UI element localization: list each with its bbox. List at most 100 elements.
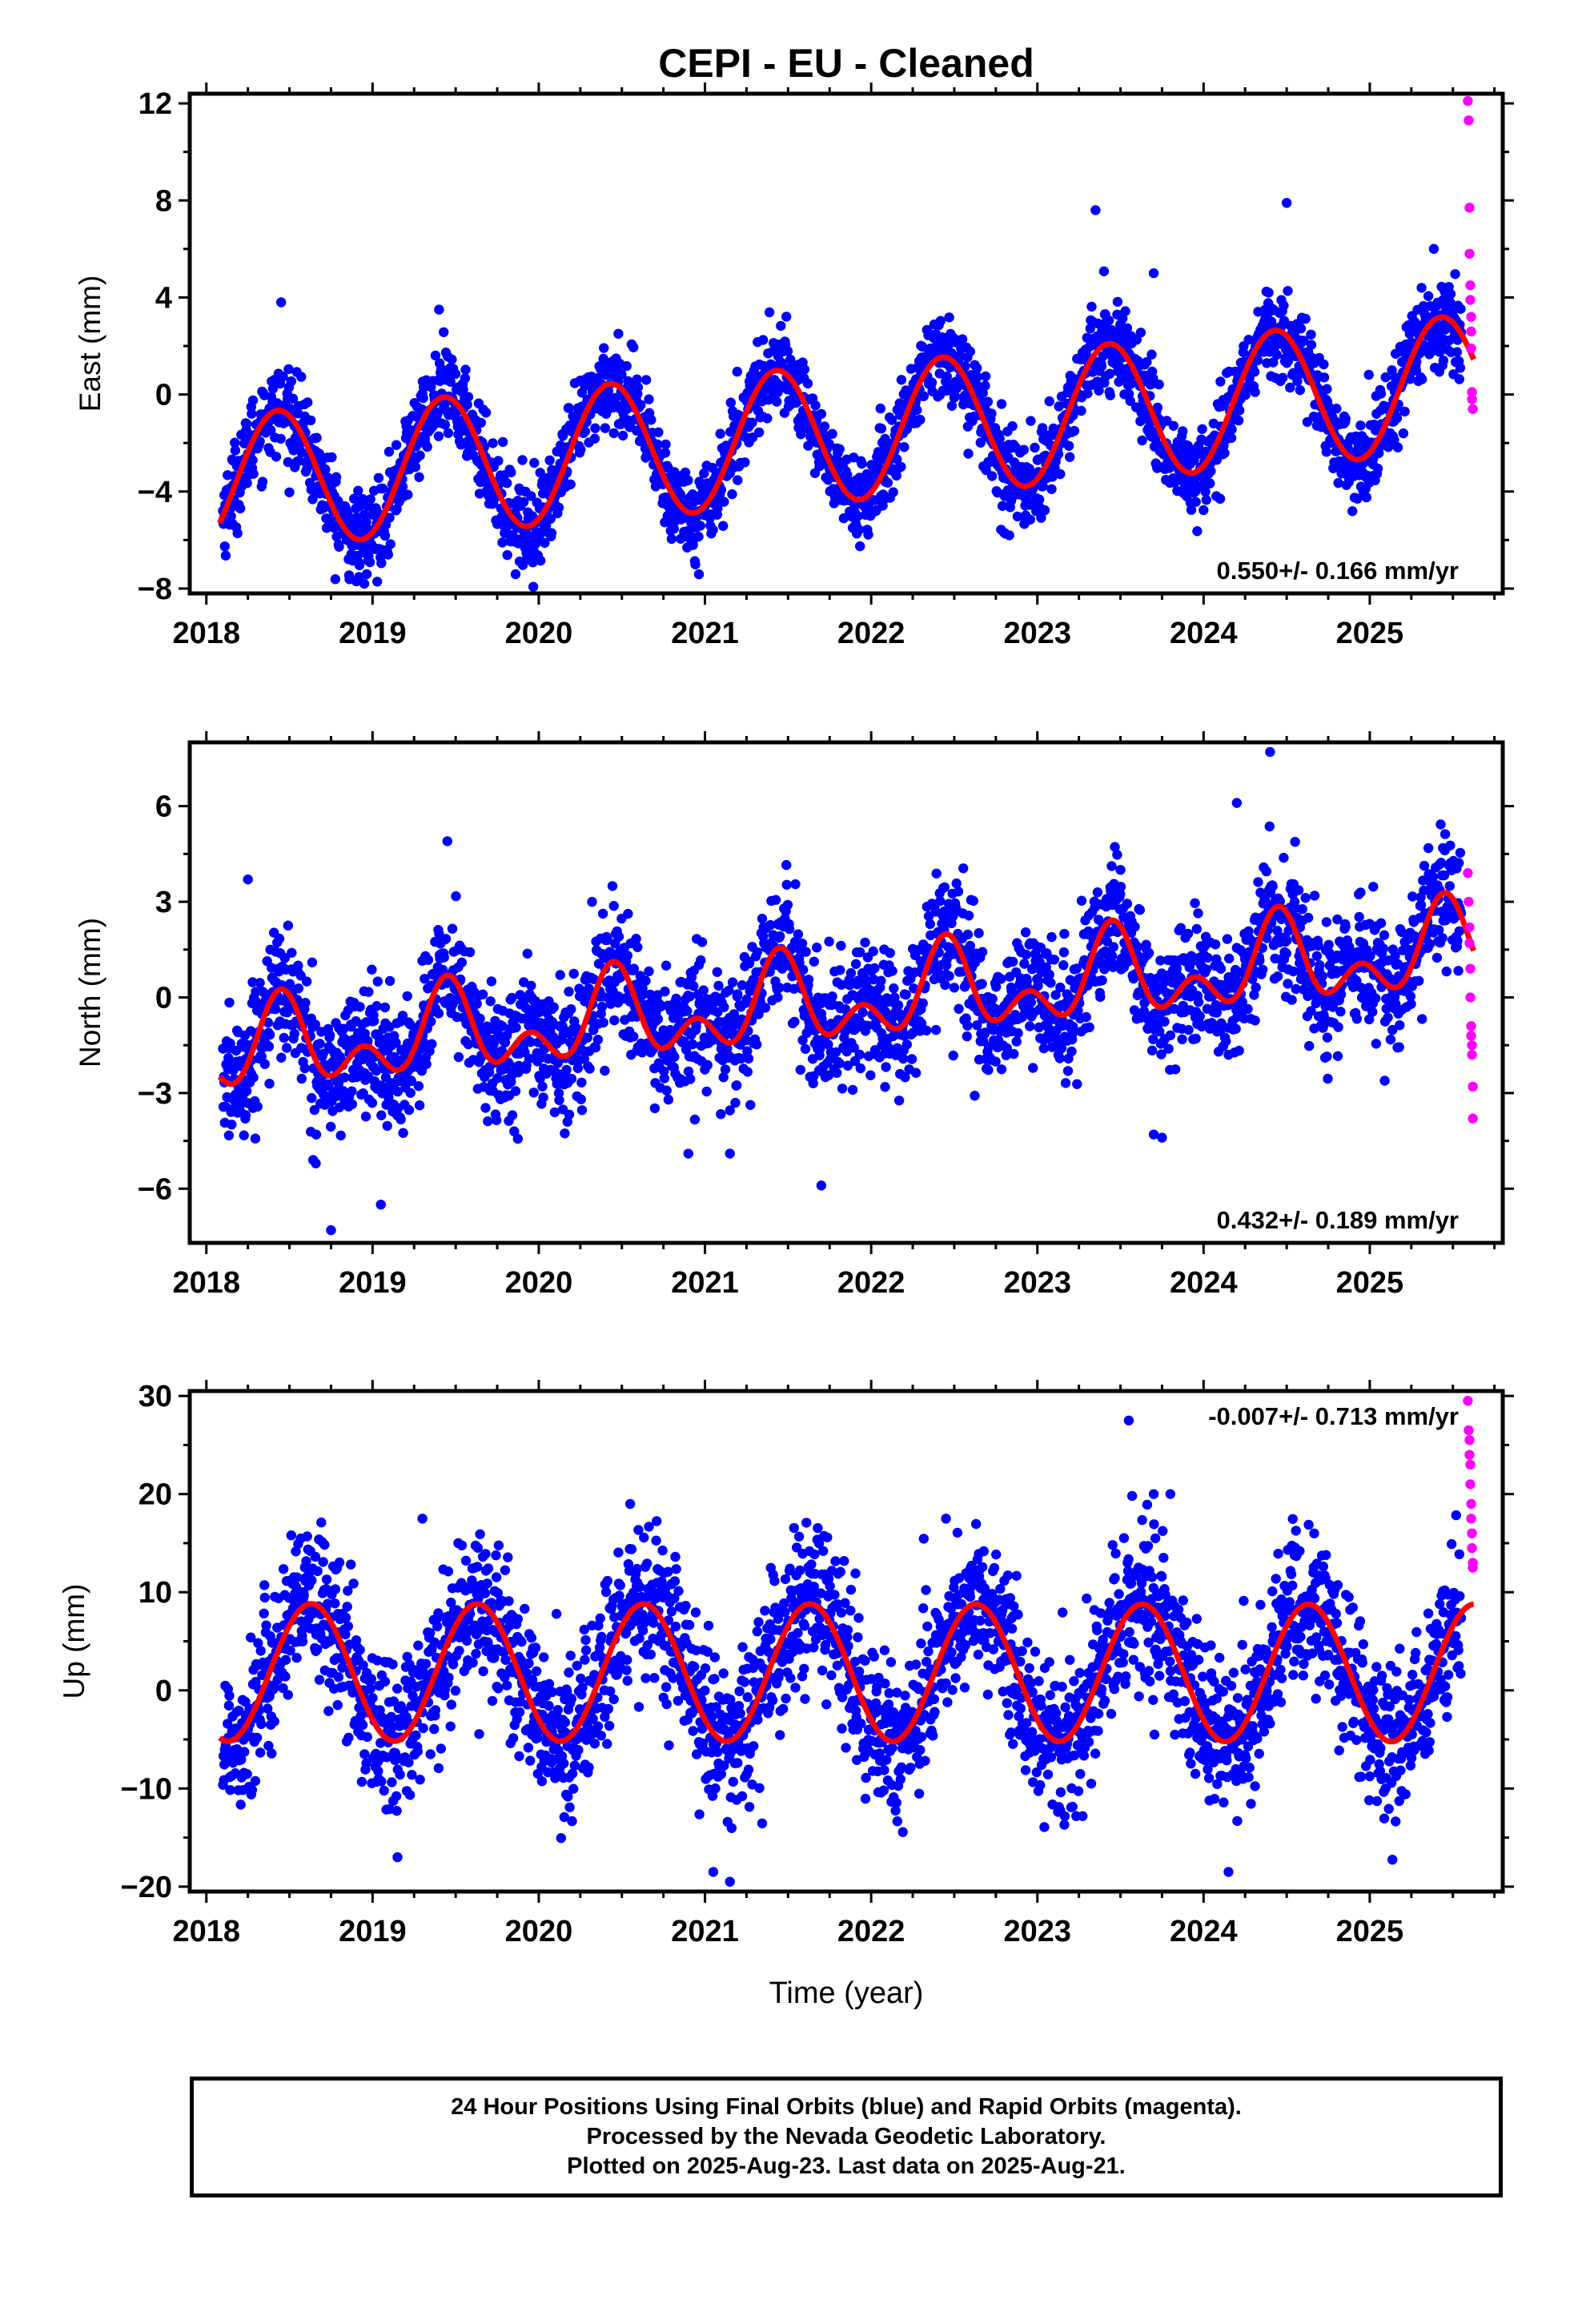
north-data-point — [824, 936, 834, 947]
north-data-point — [812, 943, 822, 953]
north-data-point — [962, 1020, 973, 1031]
east-data-point — [1331, 404, 1342, 414]
north-data-point — [660, 986, 670, 997]
north-data-point — [795, 1064, 805, 1076]
east-data-point — [680, 467, 691, 478]
east-data-point — [220, 550, 231, 561]
north-data-point — [423, 955, 434, 966]
north-data-point — [607, 881, 618, 891]
north-data-point — [555, 970, 565, 980]
north-data-point — [935, 895, 946, 907]
east-data-point — [493, 456, 504, 466]
east-data-point — [1374, 448, 1384, 459]
east-data-point — [226, 511, 236, 521]
north-data-point — [1084, 1022, 1094, 1033]
east-data-point — [1283, 286, 1293, 296]
east-data-point — [715, 428, 725, 439]
east-ytick-label: 4 — [155, 281, 172, 315]
north-data-point — [360, 1112, 371, 1122]
north-data-point — [483, 1116, 493, 1127]
east-data-point — [810, 400, 821, 411]
north-data-point — [227, 1120, 237, 1130]
north-data-point — [528, 1088, 539, 1098]
east-data-point — [502, 478, 512, 489]
east-data-point — [365, 494, 375, 505]
north-data-point — [944, 971, 954, 982]
north-data-point — [940, 979, 950, 991]
north-data-point — [1122, 899, 1133, 909]
east-data-point — [544, 455, 555, 465]
east-data-point — [1018, 444, 1030, 455]
east-data-point — [718, 521, 729, 531]
east-data-point — [636, 400, 646, 410]
north-data-point — [1021, 949, 1031, 960]
east-data-point — [1250, 387, 1260, 397]
east-data-point — [996, 399, 1007, 409]
north-data-point — [921, 1025, 932, 1036]
east-data-point — [296, 372, 307, 382]
east-data-point — [1086, 301, 1097, 312]
east-data-point — [1055, 468, 1066, 480]
east-data-point — [1279, 300, 1289, 311]
east-data-point — [1205, 478, 1215, 489]
east-data-point — [1002, 485, 1014, 496]
north-data-point — [554, 1095, 564, 1106]
east-rapid-point — [1465, 295, 1476, 305]
north-data-point — [613, 931, 624, 942]
north-ytick-label: 0 — [155, 981, 172, 1015]
east-data-point — [372, 577, 383, 587]
east-data-point — [271, 452, 282, 462]
east-data-point — [1137, 435, 1147, 446]
east-data-point — [1226, 432, 1237, 444]
east-rapid-point — [1467, 394, 1477, 404]
east-data-point — [286, 376, 296, 387]
east-data-point — [1323, 401, 1334, 412]
north-data-point — [1060, 1078, 1071, 1088]
north-xtick-label: 2018 — [172, 1266, 240, 1300]
east-data-point — [456, 440, 466, 450]
east-data-point — [882, 477, 893, 488]
east-ytick-label: 0 — [155, 379, 172, 412]
east-data-point — [727, 489, 737, 500]
north-data-point — [809, 956, 819, 967]
east-data-point — [1295, 324, 1307, 334]
north-xtick-label: 2020 — [505, 1266, 573, 1300]
north-data-point — [974, 928, 984, 939]
east-data-point — [545, 513, 556, 525]
north-data-point — [1058, 960, 1069, 971]
east-data-point — [1186, 505, 1197, 515]
east-data-point — [590, 423, 600, 433]
north-data-point — [1115, 882, 1126, 892]
east-data-point — [644, 394, 654, 404]
east-data-point — [458, 384, 468, 395]
north-data-point — [832, 1068, 842, 1078]
east-data-point — [247, 408, 257, 419]
north-data-point — [868, 946, 878, 957]
north-data-point — [698, 985, 709, 995]
east-data-point — [1445, 289, 1456, 300]
north-data-point — [793, 929, 804, 939]
north-data-point — [369, 1015, 379, 1026]
north-data-point — [970, 1091, 980, 1101]
east-data-point — [391, 440, 402, 450]
east-data-point — [275, 433, 286, 444]
east-data-point — [460, 373, 471, 384]
east-data-point — [819, 421, 830, 432]
east-data-point — [283, 456, 293, 468]
north-xtick-label: 2021 — [671, 1266, 739, 1300]
east-data-point — [653, 427, 664, 437]
north-data-point — [609, 1015, 620, 1026]
north-ytick-label: 3 — [155, 886, 172, 919]
north-y-axis-label: North (mm) — [74, 918, 106, 1068]
north-data-point — [1095, 991, 1106, 1003]
east-data-point — [1191, 497, 1201, 507]
north-data-point — [784, 923, 795, 935]
east-data-point — [935, 316, 946, 326]
east-data-point — [373, 472, 384, 483]
east-data-point — [1263, 287, 1274, 298]
north-data-point — [382, 1120, 392, 1132]
east-data-point — [963, 448, 974, 459]
north-data-point — [770, 895, 781, 905]
north-data-point — [511, 1022, 521, 1033]
north-data-point — [281, 1043, 292, 1053]
